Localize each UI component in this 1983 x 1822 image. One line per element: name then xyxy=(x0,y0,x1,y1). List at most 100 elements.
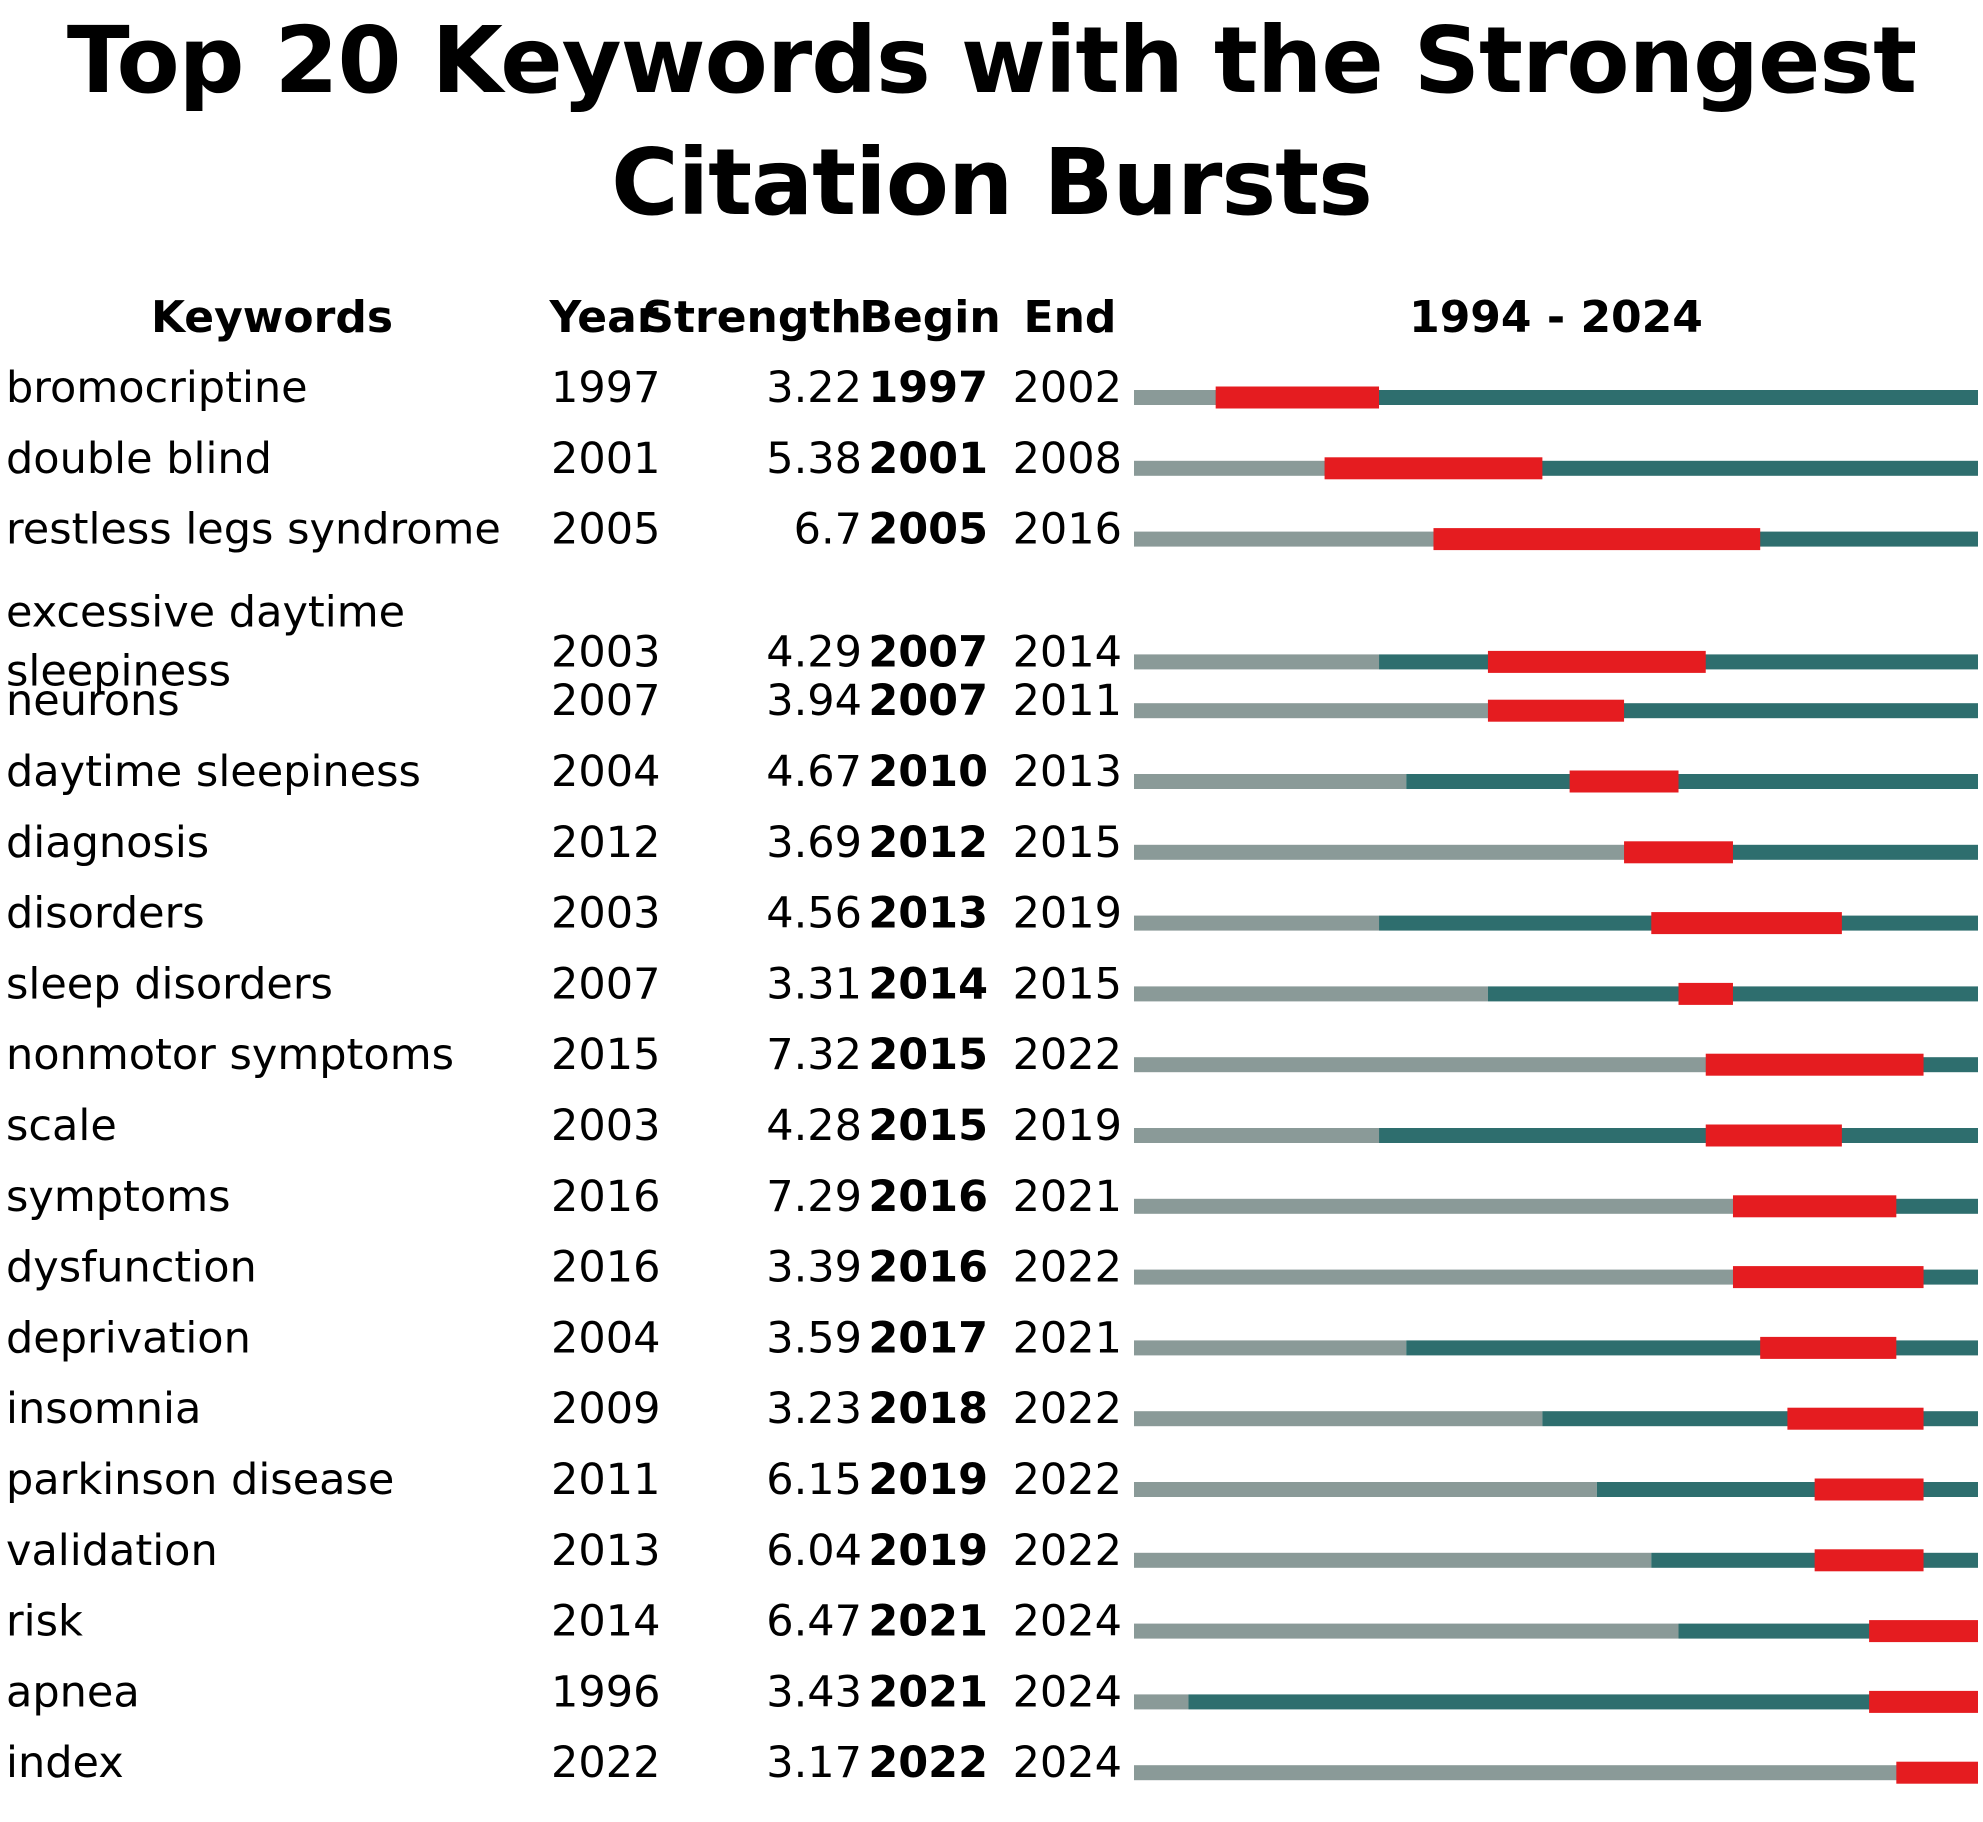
strength-cell: 3.31 xyxy=(766,959,862,1009)
keyword-label: validation xyxy=(6,1526,218,1576)
strength-cell: 6.15 xyxy=(766,1455,862,1505)
timeline-active xyxy=(1188,1694,1978,1710)
table-row: daytime sleepiness 2004 4.67 2010 2013 xyxy=(6,747,1978,797)
year-cell: 2011 xyxy=(551,1455,660,1505)
year-cell: 2009 xyxy=(551,1384,660,1434)
table-row: insomnia 2009 3.23 2018 2022 xyxy=(6,1384,1978,1434)
timeline-before xyxy=(1134,1128,1380,1143)
header-2: Strength xyxy=(642,292,861,343)
timeline-before xyxy=(1134,1411,1543,1427)
table-row: deprivation 2004 3.59 2017 2021 xyxy=(6,1313,1978,1363)
burst-bar xyxy=(1705,1124,1842,1147)
begin-cell: 1997 xyxy=(868,363,988,413)
header-5: 1994 - 2024 xyxy=(1409,292,1703,343)
burst-bar xyxy=(1814,1478,1924,1501)
begin-cell: 2007 xyxy=(868,676,988,726)
strength-cell: 3.59 xyxy=(766,1313,862,1363)
year-cell: 2007 xyxy=(551,676,660,726)
burst-bar xyxy=(1732,1195,1897,1218)
strength-cell: 4.28 xyxy=(766,1101,862,1151)
end-cell: 2024 xyxy=(1013,1667,1122,1717)
timeline-before xyxy=(1134,531,1434,547)
table-row: double blind 2001 5.38 2001 2008 xyxy=(6,434,1978,484)
begin-cell: 2019 xyxy=(868,1455,988,1505)
year-cell: 2013 xyxy=(551,1526,660,1576)
timeline-before xyxy=(1134,703,1488,719)
table-row: nonmotor symptoms 2015 7.32 2015 2022 xyxy=(6,1030,1978,1080)
table-row: restless legs syndrome 2005 6.7 2005 2016 xyxy=(6,505,1978,555)
begin-cell: 2016 xyxy=(868,1243,988,1293)
strength-cell: 3.22 xyxy=(766,363,862,413)
strength-cell: 3.94 xyxy=(766,676,862,726)
strength-cell: 3.69 xyxy=(766,818,862,868)
year-cell: 2003 xyxy=(551,889,660,939)
keyword-label: bromocriptine xyxy=(6,363,308,413)
year-cell: 1997 xyxy=(551,363,660,413)
timeline-before xyxy=(1134,1198,1733,1214)
burst-bar xyxy=(1433,528,1761,551)
strength-cell: 7.29 xyxy=(766,1172,862,1222)
burst-bar xyxy=(1787,1407,1924,1430)
timeline-before xyxy=(1134,1482,1597,1497)
table-row: apnea 1996 3.43 2021 2024 xyxy=(6,1667,1978,1717)
timeline-active xyxy=(1406,774,1978,789)
timeline-before xyxy=(1134,915,1380,931)
chart-title: Top 20 Keywords with the Strongest Citat… xyxy=(66,7,1917,236)
timeline-before xyxy=(1134,1057,1706,1073)
table-row: index 2022 3.17 2022 2024 xyxy=(6,1738,1978,1788)
timeline-before xyxy=(1134,986,1488,1002)
year-cell: 2016 xyxy=(551,1172,660,1222)
end-cell: 2015 xyxy=(1013,959,1122,1009)
burst-bar xyxy=(1896,1761,1978,1784)
timeline-before xyxy=(1134,654,1380,670)
begin-cell: 2016 xyxy=(868,1172,988,1222)
table-row: disorders 2003 4.56 2013 2019 xyxy=(6,889,1978,939)
begin-cell: 2021 xyxy=(868,1597,988,1647)
end-cell: 2022 xyxy=(1013,1384,1122,1434)
end-cell: 2015 xyxy=(1013,818,1122,868)
begin-cell: 2018 xyxy=(868,1384,988,1434)
burst-bar xyxy=(1651,912,1842,935)
end-cell: 2011 xyxy=(1013,676,1122,726)
burst-bar xyxy=(1869,1690,1978,1713)
end-cell: 2022 xyxy=(1013,1455,1122,1505)
timeline-before xyxy=(1134,1269,1733,1285)
begin-cell: 2005 xyxy=(868,505,988,555)
year-cell: 2012 xyxy=(551,818,660,868)
keyword-label: index xyxy=(6,1738,124,1788)
table-row: dysfunction 2016 3.39 2016 2022 xyxy=(6,1243,1978,1293)
keyword-label: restless legs syndrome xyxy=(6,505,501,555)
strength-cell: 6.47 xyxy=(766,1597,862,1647)
strength-cell: 6.04 xyxy=(766,1526,862,1576)
begin-cell: 2021 xyxy=(868,1667,988,1717)
table-row: excessive daytime sleepiness 2003 4.29 2007 2… xyxy=(6,587,1978,696)
burst-bar xyxy=(1624,841,1733,864)
header-0: Keywords xyxy=(151,292,393,343)
year-cell: 2001 xyxy=(551,434,660,484)
strength-cell: 4.67 xyxy=(766,747,862,797)
end-cell: 2014 xyxy=(1013,627,1122,677)
end-cell: 2022 xyxy=(1013,1526,1122,1576)
year-cell: 2003 xyxy=(551,627,660,677)
year-cell: 2016 xyxy=(551,1243,660,1293)
begin-cell: 2022 xyxy=(868,1738,988,1788)
burst-bar xyxy=(1215,386,1380,409)
strength-cell: 3.17 xyxy=(766,1738,862,1788)
year-cell: 2004 xyxy=(551,1313,660,1363)
year-cell: 1996 xyxy=(551,1667,660,1717)
year-cell: 2003 xyxy=(551,1101,660,1151)
burst-bar xyxy=(1760,1336,1897,1359)
end-cell: 2022 xyxy=(1013,1243,1122,1293)
timeline-active xyxy=(1379,1128,1978,1143)
keyword-label: disorders xyxy=(6,889,205,939)
begin-cell: 2007 xyxy=(868,627,988,677)
year-cell: 2004 xyxy=(551,747,660,797)
year-cell: 2007 xyxy=(551,959,660,1009)
begin-cell: 2013 xyxy=(868,889,988,939)
keyword-label: nonmotor symptoms xyxy=(6,1030,454,1080)
keyword-label: daytime sleepiness xyxy=(6,747,421,797)
keyword-label: parkinson disease xyxy=(6,1455,394,1505)
keyword-label: double blind xyxy=(6,434,272,484)
